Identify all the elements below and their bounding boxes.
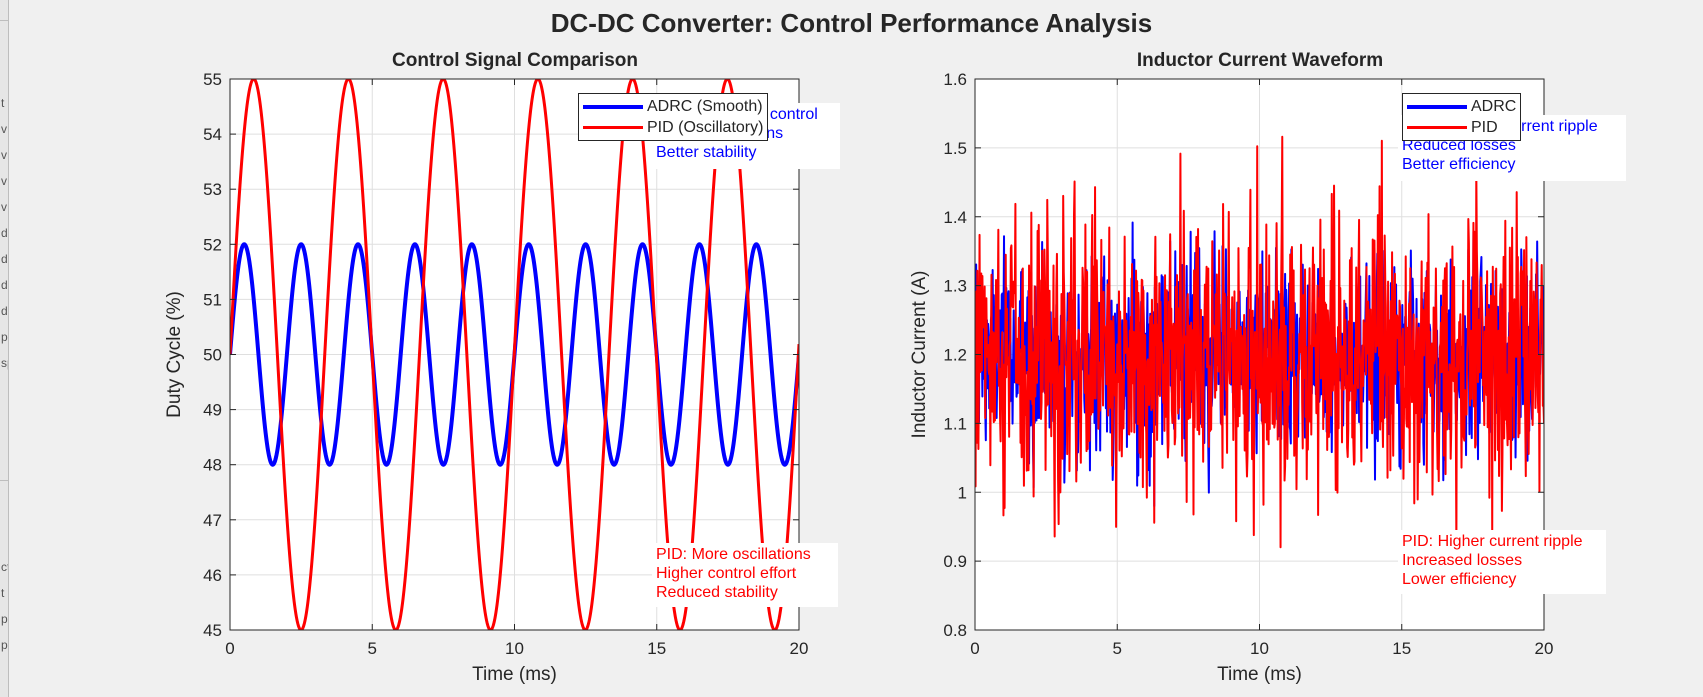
legend-swatch-pid	[1407, 126, 1467, 129]
background-window-text: v	[1, 122, 7, 136]
y-tick-label: 51	[203, 290, 222, 309]
background-window-text: ct	[1, 560, 8, 574]
y-tick-label: 1.1	[943, 414, 967, 433]
y-tick-label: 1.5	[943, 139, 967, 158]
legend-entry-pid: PID (Oscillatory)	[583, 117, 763, 138]
annotation-line: PID: More oscillations	[656, 546, 811, 563]
legend-swatch-pid	[583, 126, 643, 129]
legend-label-adrc: ADRC (Smooth)	[647, 97, 763, 115]
annotation-line: Lower efficiency	[1402, 571, 1517, 588]
x-tick-label: 0	[970, 639, 979, 658]
y-tick-label: 0.8	[943, 621, 967, 640]
chart-title-inductor-current: Inductor Current Waveform	[1136, 50, 1384, 71]
legend-label-pid: PID	[1471, 118, 1498, 136]
x-tick-label: 15	[1392, 639, 1411, 658]
x-tick-label: 5	[1113, 639, 1122, 658]
series-line-pid	[230, 79, 799, 630]
background-window-text: p	[1, 330, 8, 344]
y-tick-label: 1	[958, 483, 967, 502]
annotation-line: Reduced losses	[1402, 137, 1516, 154]
y-tick-label: 54	[203, 125, 222, 144]
x-tick-label: 10	[505, 639, 524, 658]
y-axis-label: Inductor Current (A)	[909, 271, 930, 439]
background-window-text: pa	[1, 612, 8, 626]
x-tick-label: 5	[368, 639, 377, 658]
background-window-text: t	[1, 586, 5, 600]
pid-annotation-box: PID: More oscillations Higher control ef…	[652, 543, 838, 607]
legend-inductor-current: ADRC PID	[1402, 93, 1522, 141]
legend-entry-adrc: ADRC (Smooth)	[583, 96, 763, 117]
annotation-line: Increased losses	[1402, 552, 1523, 569]
annotation-line: PID: Higher current ripple	[1402, 533, 1583, 550]
y-tick-label: 47	[203, 511, 222, 530]
x-axis-label: Time (ms)	[472, 664, 557, 685]
annotation-line: Reduced stability	[656, 584, 778, 601]
legend-label-adrc: ADRC	[1471, 97, 1517, 115]
y-tick-label: 55	[203, 70, 222, 89]
legend-entry-adrc: ADRC	[1407, 96, 1516, 117]
background-window-text: d	[1, 226, 8, 240]
background-window-text: d	[1, 278, 8, 292]
annotation-line: Better efficiency	[1402, 156, 1516, 173]
y-tick-label: 0.9	[943, 552, 967, 571]
x-tick-label: 20	[1535, 639, 1554, 658]
y-tick-label: 52	[203, 235, 222, 254]
legend-entry-pid: PID	[1407, 117, 1516, 138]
y-tick-label: 49	[203, 401, 222, 420]
y-tick-label: 50	[203, 346, 222, 365]
background-window-text: v	[1, 174, 7, 188]
background-window-divider	[0, 20, 8, 21]
legend-control-signal: ADRC (Smooth) PID (Oscillatory)	[578, 93, 769, 141]
y-tick-label: 1.3	[943, 277, 967, 296]
pid-annotation-box: PID: Higher current ripple Increased los…	[1398, 530, 1606, 594]
annotation-line: Higher control effort	[656, 565, 797, 582]
series-line-pid	[975, 135, 1544, 549]
chart-title-control-signal: Control Signal Comparison	[392, 50, 638, 71]
background-window-text: v	[1, 148, 7, 162]
x-axis-label: Time (ms)	[1217, 664, 1302, 685]
legend-swatch-adrc	[583, 104, 643, 109]
y-tick-label: 1.2	[943, 346, 967, 365]
y-tick-label: 53	[203, 180, 222, 199]
x-tick-label: 10	[1250, 639, 1269, 658]
background-window-strip: tvvvvddddpspcttpapa	[0, 0, 9, 697]
background-window-text: pa	[1, 638, 8, 652]
y-axis-label: Duty Cycle (%)	[164, 291, 185, 418]
background-window-divider	[0, 480, 8, 481]
y-tick-label: 1.6	[943, 70, 967, 89]
background-window-text: d	[1, 252, 8, 266]
x-tick-label: 0	[225, 639, 234, 658]
x-tick-label: 20	[790, 639, 809, 658]
y-tick-label: 1.4	[943, 208, 967, 227]
background-window-text: v	[1, 200, 7, 214]
annotation-line: Better stability	[656, 144, 757, 161]
y-tick-label: 45	[203, 621, 222, 640]
background-window-text: d	[1, 304, 8, 318]
legend-swatch-adrc	[1407, 104, 1467, 109]
legend-label-pid: PID (Oscillatory)	[647, 118, 764, 136]
background-window-text: t	[1, 96, 5, 110]
background-window-text: sp	[1, 356, 8, 370]
figure-title: DC-DC Converter: Control Performance Ana…	[550, 8, 1153, 38]
y-tick-label: 46	[203, 566, 222, 585]
x-tick-label: 15	[647, 639, 666, 658]
y-tick-label: 48	[203, 456, 222, 475]
